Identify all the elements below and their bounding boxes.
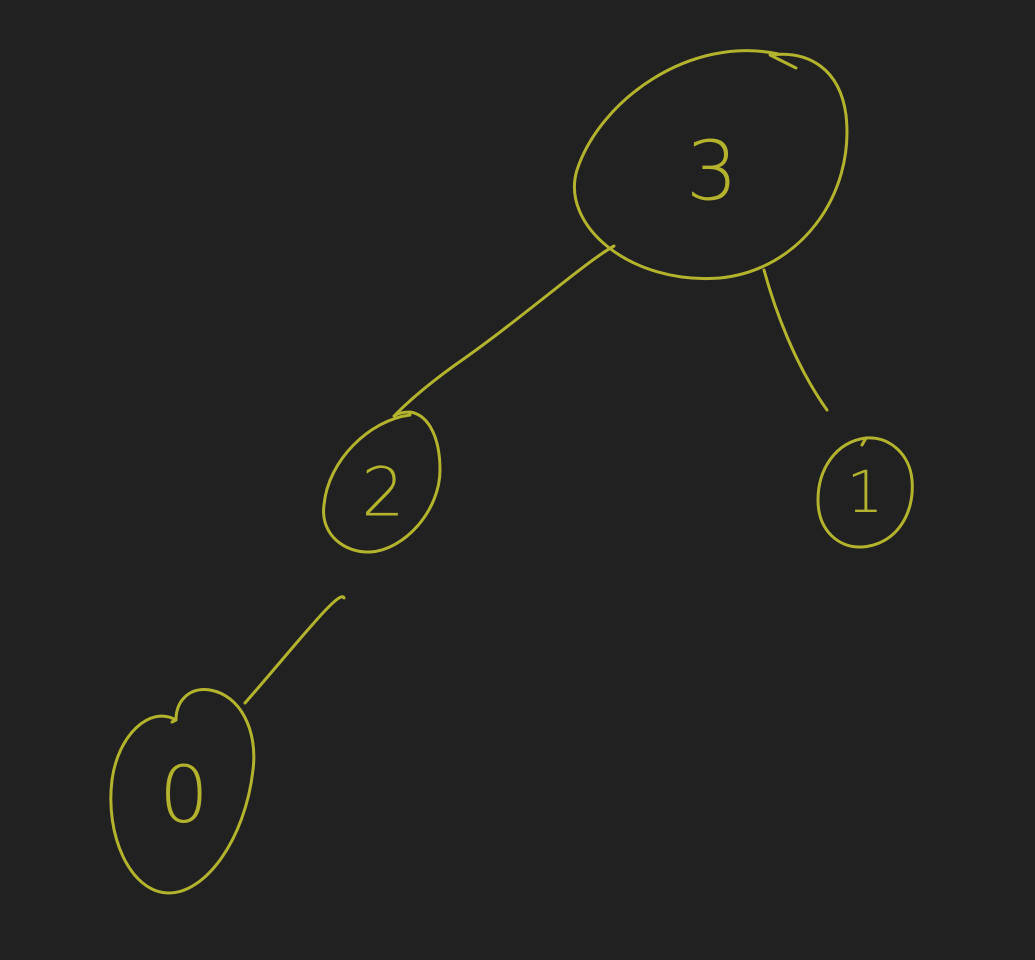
- node-circle-3: [573, 49, 849, 281]
- node-label-0: 0: [159, 751, 209, 841]
- tree-node-2: 2: [322, 410, 442, 554]
- tree-node-3: 3: [573, 49, 849, 281]
- node-circle-2: [322, 410, 442, 554]
- tree-node-0: 0: [109, 688, 256, 895]
- node-circle-0: [109, 688, 256, 895]
- node-label-3: 3: [686, 125, 738, 220]
- node-label-2: 2: [361, 454, 404, 533]
- node-circle-1: [816, 436, 914, 549]
- tree-node-1: 1: [816, 436, 914, 549]
- edge-3-to-2: [394, 244, 616, 416]
- node-label-1: 1: [847, 458, 884, 526]
- tree-nodes: 3 2 1 0: [109, 49, 914, 895]
- tree-edges: [243, 244, 829, 705]
- edge-3-to-1: [762, 268, 829, 412]
- edge-2-to-0: [243, 595, 346, 705]
